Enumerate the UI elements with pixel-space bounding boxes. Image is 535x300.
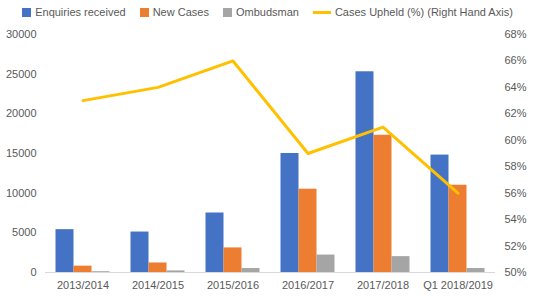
svg-text:2016/2017: 2016/2017 (282, 279, 334, 291)
svg-text:2014/2015: 2014/2015 (132, 279, 184, 291)
html-text:Ombudsman: Ombudsman (235, 6, 299, 18)
svg-text:52%: 52% (505, 240, 527, 252)
svg-text:20000: 20000 (6, 107, 37, 119)
svg-text:2013/2014: 2013/2014 (57, 279, 109, 291)
svg-text:58%: 58% (505, 160, 527, 172)
svg-text:15000: 15000 (6, 147, 37, 159)
html-text:Enquiries received: Enquiries received (35, 6, 126, 18)
svg-text:54%: 54% (505, 213, 527, 225)
svg-text:66%: 66% (505, 54, 527, 66)
svg-text:10000: 10000 (6, 187, 37, 199)
svg-text:62%: 62% (505, 107, 527, 119)
svg-text:2015/2016: 2015/2016 (207, 279, 259, 291)
html-text:New Cases: New Cases (152, 6, 209, 18)
svg-text:Q1 2018/2019: Q1 2018/2019 (423, 279, 493, 291)
svg-text:30000: 30000 (6, 28, 37, 40)
svg-text:5000: 5000 (12, 226, 36, 238)
svg-text:0: 0 (30, 266, 36, 278)
svg-text:64%: 64% (505, 81, 527, 93)
html-text:Cases Upheld (%) (Right Hand A: Cases Upheld (%) (Right Hand Axis) (334, 6, 513, 18)
svg-text:60%: 60% (505, 134, 527, 146)
svg-text:25000: 25000 (6, 68, 37, 80)
svg-text:2017/2018: 2017/2018 (357, 279, 409, 291)
svg-text:68%: 68% (505, 28, 527, 40)
svg-text:56%: 56% (505, 187, 527, 199)
svg-text:50%: 50% (505, 266, 527, 278)
